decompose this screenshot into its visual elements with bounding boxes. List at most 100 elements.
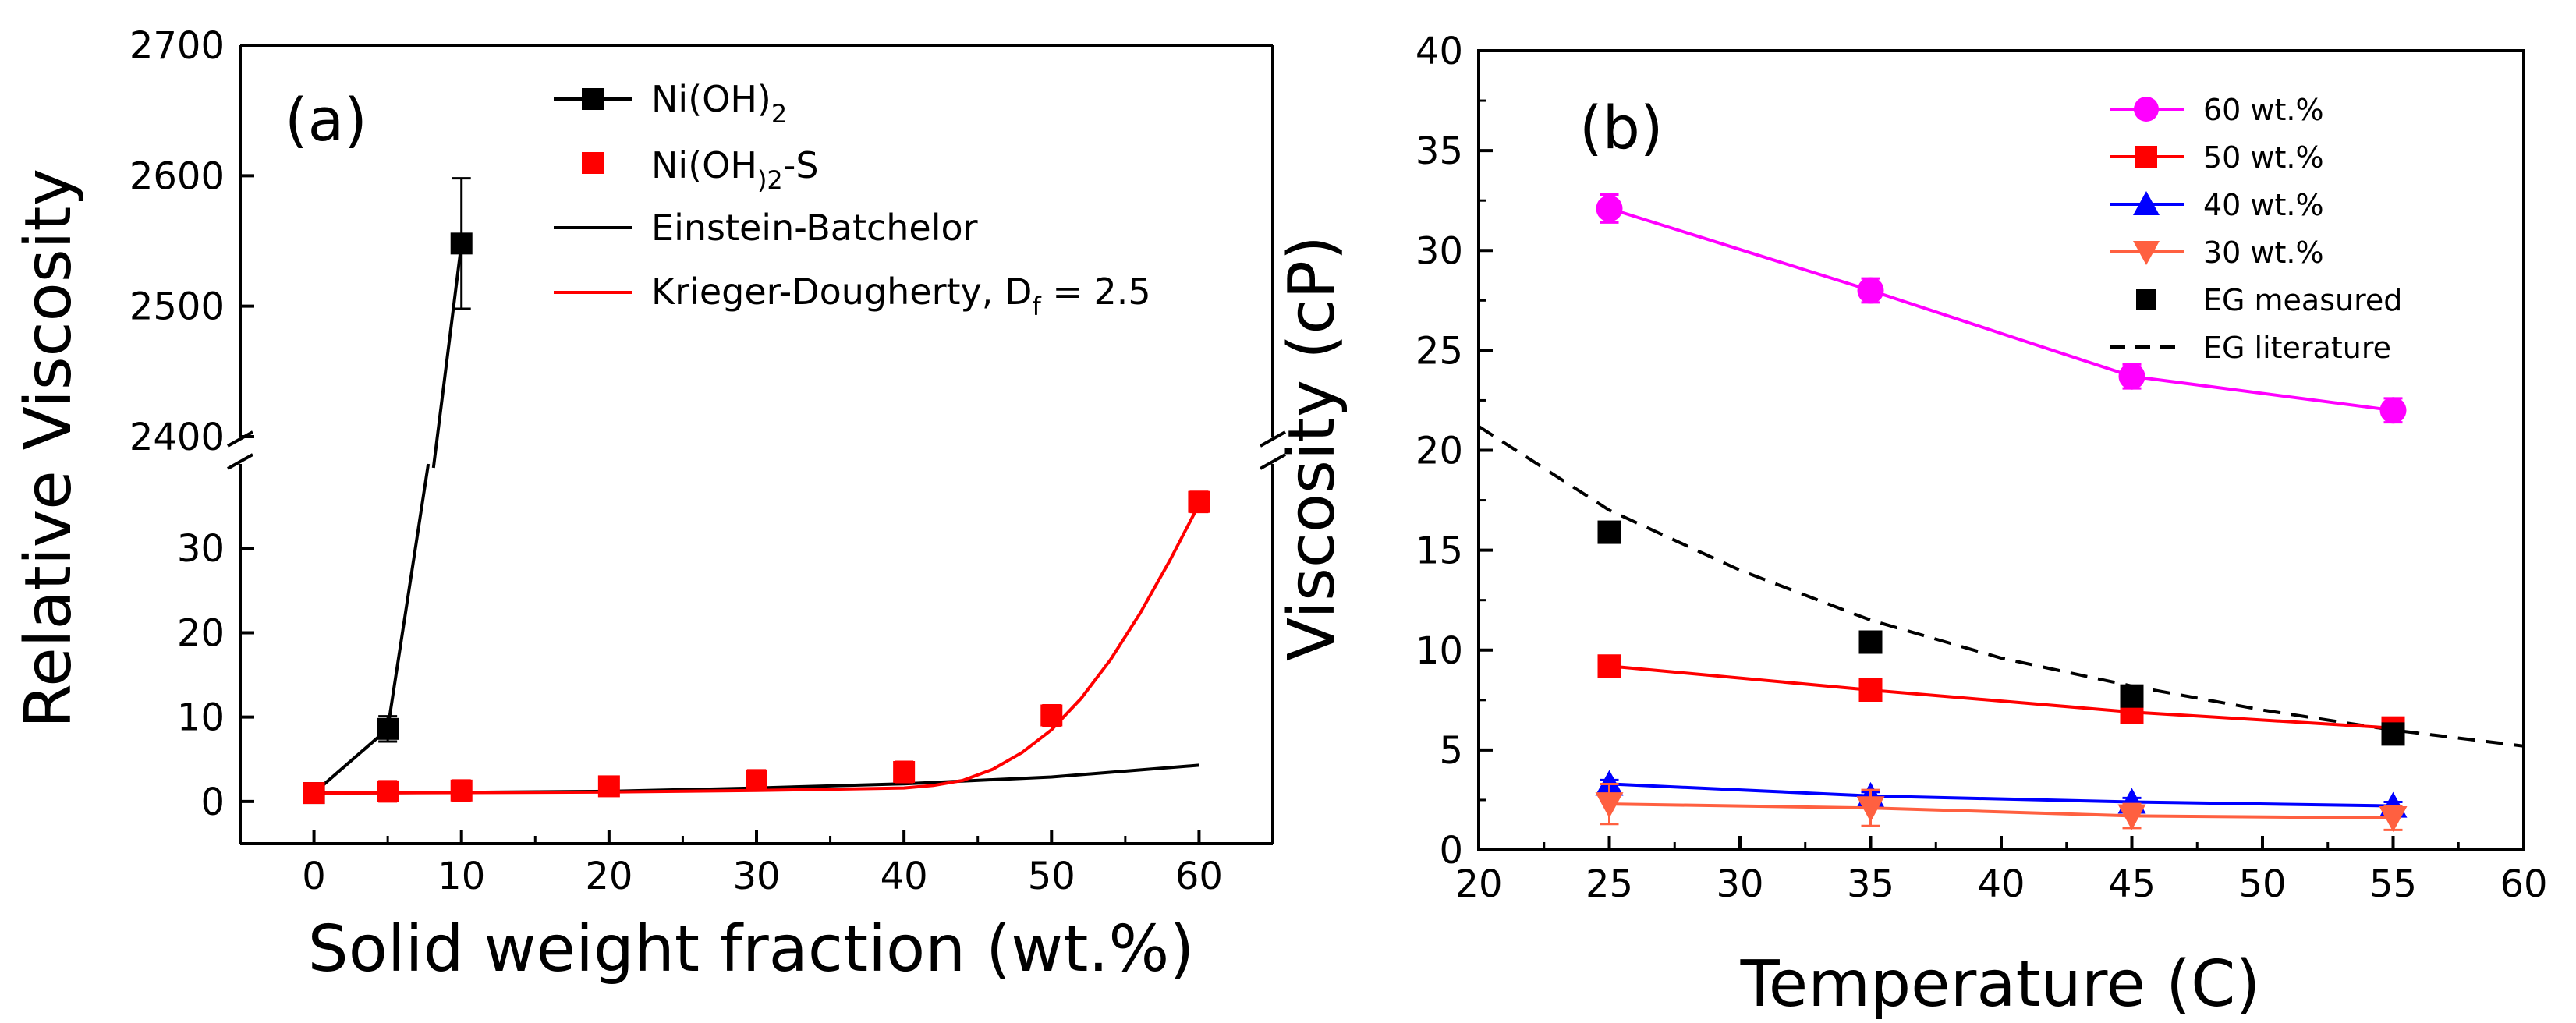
legend-b-item-30-wt: 30 wt.%	[2110, 235, 2324, 270]
panel-a-frame	[227, 44, 1286, 845]
panel-a-line-ni-oh-2	[386, 463, 431, 730]
panel-b-marks	[1477, 193, 2525, 832]
legend-b-label-eg-literature: EG literature	[2203, 331, 2391, 365]
panel-a-x-tick-label: 30	[732, 855, 780, 898]
panel-a-legend: Ni(OH)2 Ni(OH)2-S Einstein-Batchelor Kri…	[554, 78, 1151, 321]
legend-b-item-60-wt: 60 wt.%	[2110, 93, 2324, 127]
panel-a-point-ni-oh-2-s	[1188, 490, 1210, 513]
panel-b-y-tick-label: 30	[1416, 229, 1463, 273]
panel-b-point-50-wt	[1858, 678, 1883, 702]
panel-a-axis-break-mark	[227, 453, 253, 470]
legend-a-item-einstein: Einstein-Batchelor	[554, 207, 978, 249]
panel-a-y-tick-label: 30	[177, 527, 225, 571]
legend-b-item-eg-literature: EG literature	[2110, 331, 2391, 365]
panel-b-line-50-wt	[1609, 664, 2394, 730]
legend-a-einstein-label: Einstein-Batchelor	[651, 207, 978, 249]
panel-b-y-tick-label: 20	[1416, 430, 1463, 473]
panel-b-point-60-wt	[1857, 277, 1884, 304]
panel-a-y-tick-label: 20	[177, 611, 225, 655]
panel-b-point-60-wt	[1596, 195, 1623, 222]
legend-a-item-krieger: Krieger-Dougherty, Df = 2.5	[554, 271, 1151, 321]
panel-a-point-ni-oh-2-s	[746, 769, 767, 791]
panel-b-x-tick-label: 45	[2108, 862, 2156, 906]
legend-b-marker-40-wt	[2133, 191, 2160, 215]
legend-a-item-niooh2: Ni(OH)2	[554, 78, 787, 129]
panel-b-y-tick-label: 35	[1416, 129, 1463, 173]
panel-b-y-tick-label: 10	[1416, 629, 1463, 673]
panel-b-x-tick-label: 50	[2238, 862, 2286, 906]
panel-b-point-50-wt	[1597, 654, 1621, 678]
legend-b-marker-eg-measured	[2136, 289, 2156, 310]
legend-b-marker-60-wt	[2134, 97, 2159, 122]
panel-b-y-tick-label: 15	[1416, 529, 1463, 573]
panel-b-line-30-wt	[1609, 802, 2394, 819]
legend-b-label-eg-measured: EG measured	[2203, 283, 2402, 317]
legend-a-niooh2-label: Ni(OH)2	[651, 78, 787, 129]
panel-b-y-axis-title: Viscosity (cP)	[1275, 235, 1349, 661]
legend-b-label-60-wt: 60 wt.%	[2203, 93, 2324, 127]
panel-b-curve-eg-literature	[1477, 425, 2525, 748]
panel-b-point-60-wt	[2118, 363, 2145, 390]
panel-a-ticks: 0 10 20 30 40 50 60 0 10 20 30 2400 2500 2600 2700	[129, 24, 1274, 898]
panel-b-point-eg-measured	[2120, 684, 2144, 708]
panel-b-legend: 60 wt.% 50 wt.% 40 wt.% 30 wt.% EG measured E…	[2110, 93, 2402, 365]
panel-a-axis-break-mark	[227, 430, 253, 448]
panel-a-point-ni-oh-2	[450, 232, 473, 255]
panel-b-line-40-wt	[1609, 782, 2394, 808]
panel-a-y-tick-label: 2400	[129, 416, 225, 459]
panel-b-y-tick-label: 0	[1439, 829, 1463, 873]
panel-a-x-tick-label: 60	[1175, 855, 1223, 898]
panel-b-point-eg-measured	[2381, 722, 2405, 746]
legend-a-niooh2-marker	[582, 88, 604, 110]
panel-b-ticks: 20 25 30 35 40 45 50 55 60 0 5 10 15 20 25 30 35 40	[1416, 30, 2548, 906]
panel-a-line-ni-oh-2	[431, 243, 463, 469]
panel-b-x-tick-label: 55	[2369, 862, 2417, 906]
panel-a-y-tick-label: 2500	[129, 285, 225, 329]
panel-a-y-tick-label: 2600	[129, 154, 225, 198]
legend-a-item-niooh2-s: Ni(OH)2-S	[582, 144, 819, 195]
panel-a-point-ni-oh-2-s	[303, 782, 325, 805]
panel-b-point-eg-measured	[1858, 630, 1883, 654]
panel-a-axis-break-mark	[1260, 430, 1286, 448]
panel-a-point-ni-oh-2-s	[450, 779, 473, 802]
panel-b-x-tick-label: 30	[1716, 862, 1763, 906]
panel-a-point-ni-oh-2-s	[1040, 704, 1063, 727]
panel-b-point-30-wt	[2379, 806, 2408, 832]
panel-b-x-tick-label: 40	[1977, 862, 2025, 906]
panel-a-curve-krieger-dougherty-df-2-5	[314, 503, 1201, 795]
panel-a-x-tick-label: 40	[881, 855, 928, 898]
panel-a-y-tick-label: 0	[200, 781, 225, 824]
panel-a-axis-break-mark	[1260, 453, 1286, 470]
legend-b-item-eg-measured: EG measured	[2136, 283, 2402, 317]
legend-a-niooh2-s-marker	[582, 152, 604, 174]
panel-b-line-60-wt	[1608, 207, 2394, 412]
panel-b-point-30-wt	[1595, 792, 1624, 819]
legend-b-label-50-wt: 50 wt.%	[2203, 140, 2324, 175]
panel-b-y-tick-label: 25	[1416, 329, 1463, 373]
panel-a-marks	[303, 177, 1210, 805]
panel-b-x-tick-label: 25	[1586, 862, 1633, 906]
panel-b-x-tick-label: 60	[2500, 862, 2547, 906]
legend-b-marker-50-wt	[2135, 146, 2157, 168]
panel-b-point-30-wt	[1856, 796, 1885, 823]
panel-b-x-axis-title: Temperature (C)	[1740, 947, 2261, 1021]
panel-a-y-tick-label: 10	[177, 696, 225, 740]
panel-a-label: (a)	[285, 85, 367, 154]
legend-b-label-40-wt: 40 wt.%	[2203, 188, 2324, 222]
panel-a-x-tick-label: 0	[302, 855, 326, 898]
panel-a-line-ni-oh-2	[313, 727, 389, 795]
panel-b-point-eg-measured	[1597, 520, 1621, 544]
panel-a-x-tick-label: 50	[1028, 855, 1075, 898]
panel-b-x-tick-label: 20	[1455, 862, 1502, 906]
panel-a-x-tick-label: 10	[438, 855, 485, 898]
legend-b-label-30-wt: 30 wt.%	[2203, 235, 2324, 270]
panel-b-y-tick-label: 40	[1416, 30, 1463, 73]
panel-a-x-tick-label: 20	[585, 855, 632, 898]
panel-b-point-30-wt	[2117, 804, 2146, 830]
panel-b-y-tick-label: 5	[1439, 729, 1463, 773]
legend-a-krieger-label: Krieger-Dougherty, Df = 2.5	[651, 271, 1151, 321]
panel-a-x-axis-title: Solid weight fraction (wt.%)	[308, 912, 1195, 986]
panel-b-label: (b)	[1579, 93, 1664, 162]
